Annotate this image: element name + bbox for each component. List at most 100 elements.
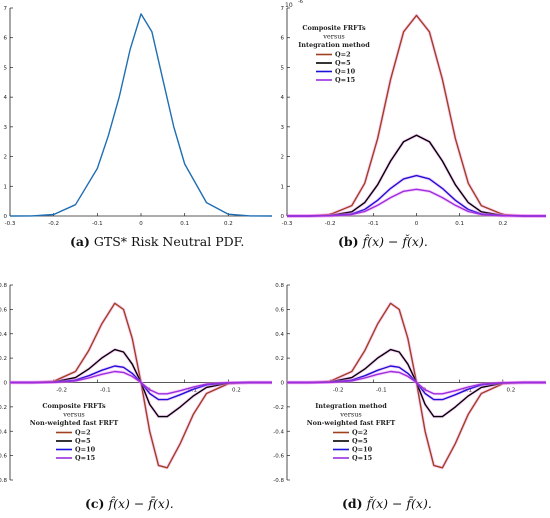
x-tick-label: 0: [139, 221, 143, 227]
chart-a: 0 1 2 3 4 5 6 7 -0.3 -0.2 -0.1 0 0.1 0.2: [4, 6, 273, 227]
y-tick-label: 0.6: [0, 307, 7, 313]
y-tick-label: 3: [4, 125, 8, 131]
legend-entry-label: Q=15: [335, 76, 356, 84]
x-tick-label: -0.2: [325, 221, 336, 227]
caption-c: (c) f̂(x) − f̄(x).: [85, 496, 174, 511]
legend-title-line: versus: [322, 33, 344, 41]
x-tick-label: 0: [147, 388, 151, 394]
axis-exponent-label: 10: [285, 2, 293, 9]
y-tick-label: 6: [4, 36, 8, 42]
x-tick-label: 0.1: [180, 221, 189, 227]
y-tick-label: -0.2: [273, 405, 284, 411]
chart-b: 0 1 2 3 4 5 6 7 -0.3 -0.2 -0.1 0 0.1 0.2 10 -6 Composite…: [281, 0, 547, 227]
series-glow-2: [287, 174, 546, 218]
series-line-pdf: [9, 13, 273, 217]
x-tick-label: -0.1: [92, 221, 103, 227]
x-tick-label: -0.1: [100, 388, 111, 394]
caption-c-label: (c): [85, 496, 105, 511]
x-tick-label: 0: [415, 221, 419, 227]
series-glow-3: [287, 187, 546, 218]
y-tick-label: -0.4: [0, 429, 7, 435]
x-tick-label: -0.3: [5, 221, 16, 227]
y-tick-label: 0.2: [0, 356, 7, 362]
x-tick-label: -0.2: [56, 388, 67, 394]
legend-entry-label: Q=10: [75, 446, 96, 454]
x-tick-label: -0.2: [48, 221, 59, 227]
legend-title-line: Integration method: [315, 402, 387, 410]
legend-title-line: versus: [339, 411, 361, 419]
x-tick-label: -0.3: [282, 221, 293, 227]
x-tick-label: 0: [423, 388, 427, 394]
caption-b-formula: f̂(x) − f̌(x).: [362, 234, 428, 249]
caption-b-label: (b): [338, 234, 359, 249]
legend-title-line: Non-weighted fast FRFT: [30, 419, 119, 427]
y-tick-label: 0.8: [275, 283, 284, 289]
caption-a: (a) GTS* Risk Neutral PDF.: [70, 234, 244, 249]
y-tick-label: 5: [281, 65, 285, 71]
y-tick-label: -0.8: [0, 478, 7, 484]
legend-entry-label: Q=5: [352, 437, 368, 445]
caption-d-formula: f̌(x) − f̄(x).: [366, 496, 432, 511]
caption-b: (b) f̂(x) − f̌(x).: [338, 234, 428, 249]
legend-title-line: Non-weighted fast FRFT: [307, 419, 396, 427]
chart-d: -0.8 -0.6 -0.4 -0.2 0 0.2 0.4 0.6 0.8 -0.2 -0.1 0 0.…: [273, 283, 546, 484]
y-tick-label: -0.2: [0, 405, 7, 411]
caption-c-formula: f̂(x) − f̄(x).: [108, 496, 174, 511]
y-tick-label: -0.4: [273, 429, 284, 435]
legend-entry-label: Q=5: [335, 59, 351, 67]
series-line-Q=5: [287, 134, 546, 217]
legend-title-line: Composite FRFTs: [302, 24, 366, 32]
y-tick-label: 7: [4, 6, 8, 12]
caption-a-label: (a): [70, 234, 90, 249]
legend-title-line: Composite FRFTs: [42, 402, 106, 410]
y-tick-label: 0.2: [275, 356, 284, 362]
y-tick-label: -0.6: [273, 454, 284, 460]
y-tick-label: 0.6: [275, 307, 284, 313]
y-tick-label: 7: [281, 6, 285, 12]
y-tick-label: 2: [4, 155, 8, 161]
legend-entry-label: Q=15: [75, 454, 96, 462]
y-tick-label: 0: [281, 214, 285, 220]
legend-title-line: Integration method: [298, 41, 370, 49]
legend-entry-label: Q=10: [352, 446, 373, 454]
x-tick-label: 0.2: [224, 221, 233, 227]
y-tick-label: 1: [281, 184, 285, 190]
legend-title-line: versus: [62, 411, 84, 419]
y-tick-label: 0.4: [0, 332, 7, 338]
legend-entry-label: Q=2: [352, 429, 368, 437]
series-line-Q=15: [287, 188, 546, 217]
y-tick-label: 5: [4, 65, 8, 71]
y-tick-label: 0.8: [0, 283, 7, 289]
series-line-Q=2: [286, 14, 547, 217]
legend-entry-label: Q=15: [352, 454, 373, 462]
caption-a-text: GTS* Risk Neutral PDF.: [93, 234, 245, 249]
y-tick-label: 1: [4, 184, 8, 190]
y-tick-label: 0.4: [275, 332, 284, 338]
x-tick-label: 0.1: [188, 388, 197, 394]
series-line-Q=10: [287, 174, 546, 217]
chart-c: -0.8 -0.6 -0.4 -0.2 0 0.2 0.4 0.6 0.8 -0.2 -0.1 0 0.…: [0, 283, 272, 484]
y-tick-label: 4: [281, 95, 285, 101]
x-tick-label: 0.2: [506, 388, 515, 394]
caption-d: (d) f̌(x) − f̄(x).: [342, 496, 432, 511]
legend-entry-label: Q=10: [335, 68, 356, 76]
x-tick-label: 0.1: [463, 388, 472, 394]
series-line-Q=15: [10, 370, 272, 395]
x-tick-label: -0.2: [333, 388, 344, 394]
legend-entry-label: Q=5: [75, 437, 91, 445]
y-tick-label: 6: [281, 36, 285, 42]
legend-entry-label: Q=2: [335, 51, 351, 59]
series-line-Q=15: [287, 370, 546, 395]
x-tick-label: 0.2: [498, 221, 507, 227]
y-tick-label: 0: [4, 381, 8, 387]
caption-d-label: (d): [342, 496, 363, 511]
y-tick-label: -0.8: [273, 478, 284, 484]
y-tick-label: 0: [281, 381, 285, 387]
x-tick-label: -0.1: [376, 388, 387, 394]
y-tick-label: 3: [281, 125, 285, 131]
x-tick-label: -0.1: [368, 221, 379, 227]
x-tick-label: 0.2: [232, 388, 241, 394]
